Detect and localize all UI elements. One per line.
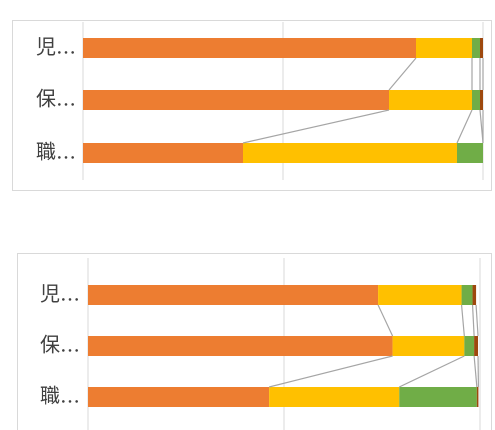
series-line — [388, 57, 417, 91]
series-line — [268, 355, 393, 388]
y-tick-label: 児… — [40, 282, 80, 306]
bar-segment — [378, 285, 462, 305]
series-line — [475, 304, 479, 337]
bar-segment — [472, 285, 477, 305]
series-line — [242, 109, 390, 144]
bar-segment — [480, 38, 483, 58]
series-line — [456, 109, 473, 144]
bar-segment — [88, 336, 393, 356]
series-line — [377, 304, 394, 337]
bar-segment — [243, 143, 457, 163]
y-tick-label: 職… — [40, 384, 80, 408]
bar-segment — [389, 90, 472, 110]
bar-segment — [461, 285, 473, 305]
y-tick-label: 保… — [36, 87, 76, 111]
bar-segment — [392, 336, 465, 356]
bar-segment — [480, 90, 483, 110]
bar-segment — [83, 143, 243, 163]
bar-segment — [464, 336, 475, 356]
bar-segment — [83, 90, 389, 110]
bar-segment — [457, 143, 483, 163]
y-tick-label: 児… — [36, 35, 76, 59]
bar-segment — [269, 387, 400, 407]
bar-segment — [399, 387, 477, 407]
series-line — [398, 355, 465, 388]
bar-segment — [472, 90, 480, 110]
y-tick-label: 保… — [40, 333, 80, 357]
y-tick-label: 職… — [36, 140, 76, 164]
bar-segment — [474, 336, 479, 356]
bar-segment — [476, 387, 479, 407]
bar-segment — [88, 387, 270, 407]
bar-segment — [83, 38, 416, 58]
bar-segment — [88, 285, 379, 305]
series-line — [471, 304, 475, 337]
bar-segment — [416, 38, 472, 58]
series-line — [460, 304, 465, 337]
bar-segment — [472, 38, 480, 58]
series-line — [473, 355, 478, 388]
